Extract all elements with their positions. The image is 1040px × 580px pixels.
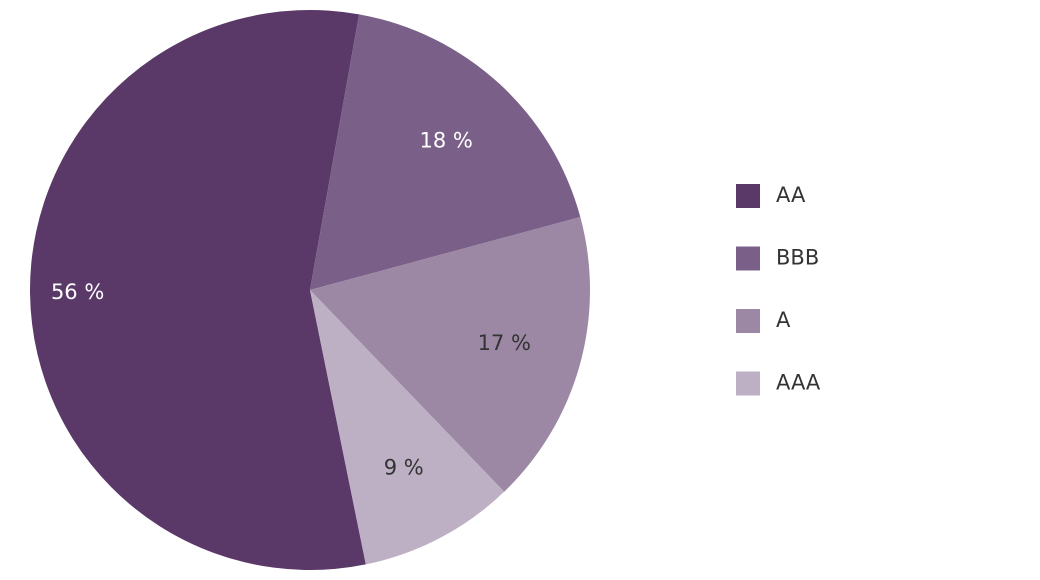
pie-slice bbox=[310, 217, 590, 492]
legend-swatch bbox=[736, 309, 760, 333]
data-label: 18 % bbox=[420, 128, 473, 152]
data-label: 17 % bbox=[478, 331, 531, 355]
legend-swatch bbox=[736, 246, 760, 271]
data-label: 56 % bbox=[51, 280, 104, 304]
legend-label: A bbox=[776, 308, 791, 332]
legend-label: AA bbox=[776, 183, 806, 207]
legend-label: AAA bbox=[776, 371, 821, 395]
pie-slice bbox=[310, 14, 581, 290]
data-label: 9 % bbox=[384, 455, 424, 479]
legend-label: BBB bbox=[776, 246, 819, 270]
legend-swatch bbox=[736, 184, 760, 208]
pie-slice bbox=[310, 290, 505, 565]
pie-slice bbox=[29, 9, 366, 571]
legend-swatch bbox=[736, 371, 760, 396]
